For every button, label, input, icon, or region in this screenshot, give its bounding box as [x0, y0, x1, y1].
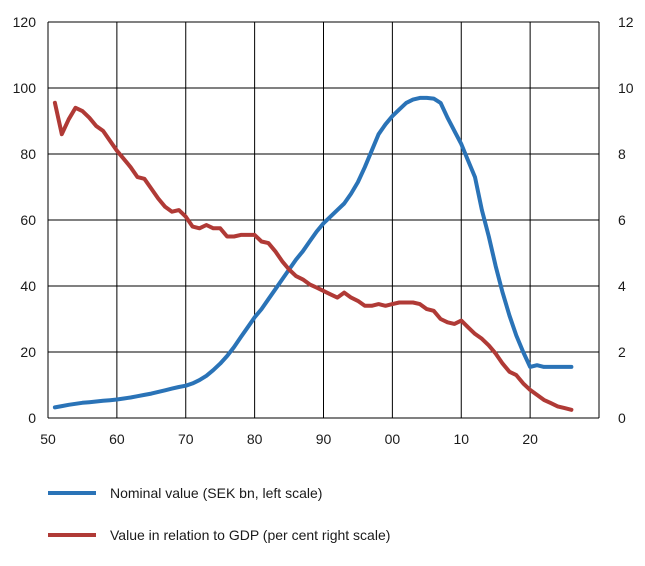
y-right-tick-label: 2: [618, 344, 626, 360]
x-tick-label: 80: [247, 431, 263, 447]
y-right-tick-label: 4: [618, 278, 626, 294]
legend-item-nominal: Nominal value (SEK bn, left scale): [48, 482, 390, 504]
x-tick-label: 10: [453, 431, 469, 447]
series-lines: [52, 95, 574, 412]
right-axis-ticks: 0 2 4 6 8 10 12: [618, 14, 634, 426]
series-line-nominal: [52, 95, 574, 410]
y-right-tick-label: 8: [618, 146, 626, 162]
y-left-tick-label: 60: [20, 212, 36, 228]
y-right-tick-label: 6: [618, 212, 626, 228]
legend-swatch-gdp: [48, 533, 96, 537]
legend-label-gdp: Value in relation to GDP (per cent right…: [110, 527, 391, 543]
y-right-tick-label: 10: [618, 80, 634, 96]
y-left-tick-label: 100: [13, 80, 37, 96]
y-right-tick-label: 12: [618, 14, 634, 30]
y-left-tick-label: 40: [20, 278, 36, 294]
series-line-gdp: [52, 100, 574, 412]
y-left-tick-label: 120: [13, 14, 37, 30]
x-tick-label: 50: [40, 431, 56, 447]
legend-item-gdp: Value in relation to GDP (per cent right…: [48, 524, 390, 546]
legend-swatch-nominal: [48, 491, 96, 495]
x-axis-ticks: 50 60 70 80 90 00 10 20: [40, 431, 538, 447]
x-tick-label: 70: [178, 431, 194, 447]
y-right-tick-label: 0: [618, 410, 626, 426]
y-left-tick-label: 20: [20, 344, 36, 360]
left-axis-ticks: 0 20 40 60 80 100 120: [13, 14, 37, 426]
x-tick-label: 00: [385, 431, 401, 447]
legend-label-nominal: Nominal value (SEK bn, left scale): [110, 485, 323, 501]
x-tick-label: 90: [316, 431, 332, 447]
x-tick-label: 20: [522, 431, 538, 447]
y-left-tick-label: 0: [28, 410, 36, 426]
y-left-tick-label: 80: [20, 146, 36, 162]
x-tick-label: 60: [109, 431, 125, 447]
legend: Nominal value (SEK bn, left scale) Value…: [48, 482, 390, 566]
grid: [47, 21, 600, 419]
